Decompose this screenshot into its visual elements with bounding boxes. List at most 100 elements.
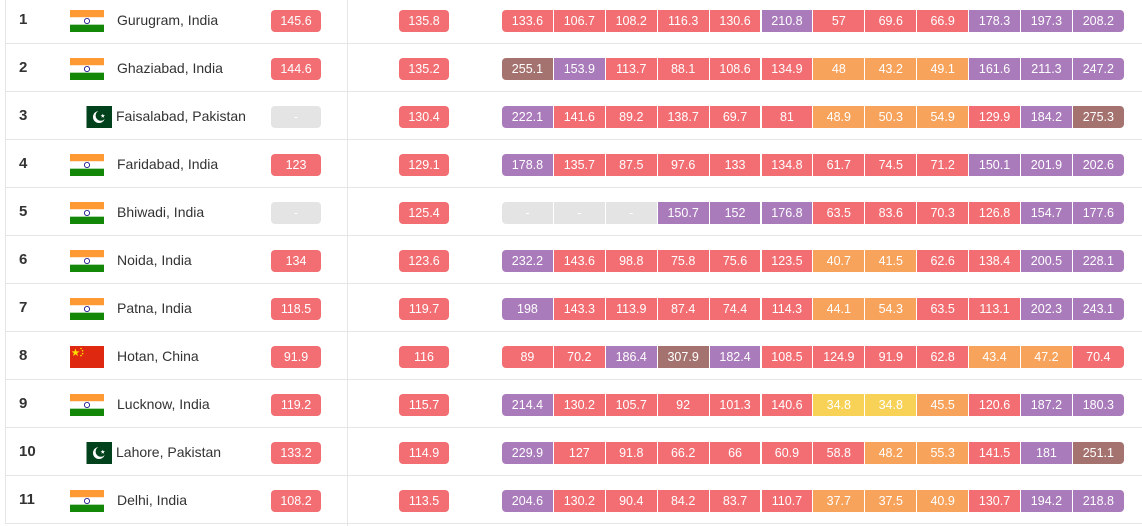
table-row: 2 Ghaziabad, India 144.6 135.2 255.1 153.9 113… xyxy=(5,44,1142,92)
month-value-cell: 87.4 xyxy=(657,298,709,320)
month-value-cell: 43.4 xyxy=(969,346,1020,368)
month-value-cell: 88.1 xyxy=(657,58,709,80)
month-value-cell: 178.3 xyxy=(969,10,1020,32)
month-value-cell: 138.4 xyxy=(969,250,1020,272)
month-value-cell: 75.8 xyxy=(657,250,709,272)
month-value-cell: 180.3 xyxy=(1072,394,1124,416)
india-flag-icon xyxy=(70,10,104,32)
china-flag-icon xyxy=(70,346,104,368)
avg-2023-value: 133.2 xyxy=(271,442,321,464)
city-link[interactable]: Faridabad, India xyxy=(117,156,219,172)
month-value-cell: 150.7 xyxy=(657,202,709,224)
table-row: 6 Noida, India 134 123.6 232.2 143.6 98.8 75.8 7… xyxy=(5,236,1142,284)
city-link[interactable]: Lahore, Pakistan xyxy=(116,444,222,460)
city-link[interactable]: Lucknow, India xyxy=(117,396,210,412)
month-value-cell: 135.7 xyxy=(553,154,605,176)
month-value-cell: 48.2 xyxy=(865,442,917,464)
city-link[interactable]: Hotan, China xyxy=(117,348,199,364)
month-value-cell: 113.1 xyxy=(969,298,1020,320)
city-link[interactable]: Noida, India xyxy=(117,252,192,268)
month-value-cell: 54.3 xyxy=(865,298,917,320)
month-value-cell: - xyxy=(502,202,553,224)
month-value-cell: 62.8 xyxy=(917,346,969,368)
month-value-cell: 202.6 xyxy=(1072,154,1124,176)
month-value-cell: 45.5 xyxy=(917,394,969,416)
month-value-cell: 58.8 xyxy=(813,442,865,464)
month-value-cell: 247.2 xyxy=(1072,58,1124,80)
month-value-cell: 214.4 xyxy=(502,394,553,416)
month-value-cell: - xyxy=(553,202,605,224)
month-value-cell: 134.8 xyxy=(761,154,813,176)
month-value-cell: 62.6 xyxy=(917,250,969,272)
city-link[interactable]: Ghaziabad, India xyxy=(117,60,223,76)
month-value-cell: 150.1 xyxy=(969,154,1020,176)
avg-2024-value: 116 xyxy=(399,346,449,368)
month-value-cell: 127 xyxy=(553,442,605,464)
avg-2024-value: 130.4 xyxy=(399,106,449,128)
avg-2023-value: 118.5 xyxy=(271,298,321,320)
month-value-cell: 34.8 xyxy=(813,394,865,416)
avg-2024-value: 123.6 xyxy=(399,250,449,272)
month-value-cell: 130.2 xyxy=(553,394,605,416)
month-value-cell: 69.6 xyxy=(865,10,917,32)
rank-number: 9 xyxy=(19,395,28,412)
avg-2023-value: - xyxy=(271,106,321,128)
rank-number: 2 xyxy=(19,59,28,76)
month-value-cell: 74.5 xyxy=(865,154,917,176)
month-value-cell: 40.7 xyxy=(813,250,865,272)
city-link[interactable]: Delhi, India xyxy=(117,492,188,508)
column-divider xyxy=(347,0,348,526)
month-value-cell: 211.3 xyxy=(1021,58,1072,80)
table-row: 10 Lahore, Pakistan 133.2 114.9 229.9 127 91.8… xyxy=(5,428,1142,476)
rank-number: 7 xyxy=(19,299,28,316)
india-flag-icon xyxy=(70,490,104,512)
month-value-cell: 70.3 xyxy=(917,202,969,224)
month-value-cell: 134.9 xyxy=(761,58,813,80)
table-row: 11 Delhi, India 108.2 113.5 204.6 130.2 90.4 84… xyxy=(5,476,1142,524)
city-link[interactable]: Bhiwadi, India xyxy=(117,204,205,220)
month-value-cell: 48 xyxy=(813,58,865,80)
india-flag-icon xyxy=(70,250,104,272)
month-value-cell: 186.4 xyxy=(605,346,657,368)
month-value-cell: 61.7 xyxy=(813,154,865,176)
month-value-cell: 161.6 xyxy=(969,58,1020,80)
month-value-cell: 229.9 xyxy=(502,442,553,464)
month-value-cell: 141.6 xyxy=(553,106,605,128)
month-value-cell: 49.1 xyxy=(917,58,969,80)
month-value-cell: 200.5 xyxy=(1021,250,1072,272)
avg-2024-value: 119.7 xyxy=(399,298,449,320)
month-value-cell: 251.1 xyxy=(1072,442,1124,464)
month-value-cell: 130.7 xyxy=(969,490,1020,512)
month-value-cell: 66 xyxy=(709,442,761,464)
city-link[interactable]: Patna, India xyxy=(117,300,192,316)
rank-number: 11 xyxy=(19,491,35,508)
avg-2024-value: 114.9 xyxy=(399,442,449,464)
rank-number: 4 xyxy=(19,155,28,172)
month-value-cell: 74.4 xyxy=(709,298,761,320)
month-value-cell: 232.2 xyxy=(502,250,553,272)
city-link[interactable]: Gurugram, India xyxy=(117,12,219,28)
pakistan-flag-icon xyxy=(78,106,112,128)
month-value-cell: 50.3 xyxy=(865,106,917,128)
month-value-cell: 110.7 xyxy=(761,490,813,512)
rank-number: 10 xyxy=(19,443,36,460)
month-value-cell: 133.6 xyxy=(502,10,553,32)
month-value-cell: 210.8 xyxy=(761,10,813,32)
month-value-cell: 71.2 xyxy=(917,154,969,176)
month-value-cell: 275.3 xyxy=(1072,106,1124,128)
month-value-cell: - xyxy=(605,202,657,224)
month-value-cell: 66.9 xyxy=(917,10,969,32)
month-value-cell: 198 xyxy=(502,298,553,320)
month-value-cell: 176.8 xyxy=(761,202,813,224)
month-value-cell: 98.8 xyxy=(605,250,657,272)
avg-2023-value: 91.9 xyxy=(271,346,321,368)
month-value-cell: 197.3 xyxy=(1021,10,1072,32)
avg-2024-value: 115.7 xyxy=(399,394,449,416)
table-row: 7 Patna, India 118.5 119.7 198 143.3 113.9 87.4… xyxy=(5,284,1142,332)
month-value-cell: 204.6 xyxy=(502,490,553,512)
month-value-cell: 187.2 xyxy=(1021,394,1072,416)
avg-2023-value: 123 xyxy=(271,154,321,176)
rank-number: 1 xyxy=(19,11,28,28)
table-row: 3 Faisalabad, Pakistan - 130.4 222.1 141.6 89.… xyxy=(5,92,1142,140)
city-link[interactable]: Faisalabad, Pakistan xyxy=(116,108,246,124)
